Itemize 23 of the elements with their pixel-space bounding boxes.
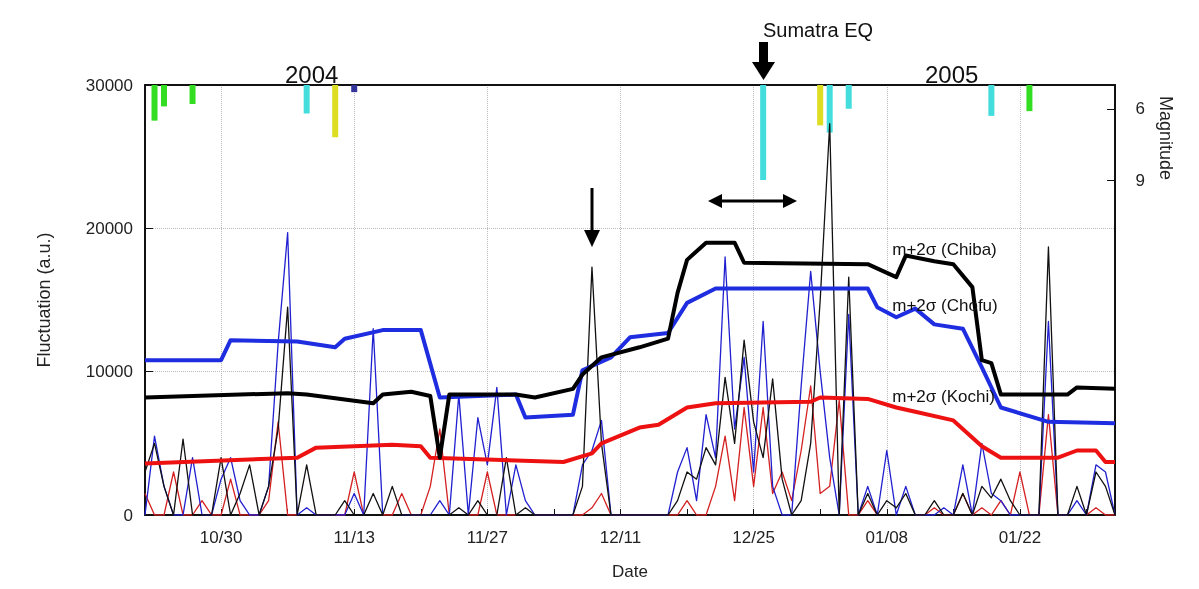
x-axis-title: Date	[612, 562, 648, 581]
y2-tick-label: 6	[1135, 99, 1145, 119]
y-tick-label: 30000	[85, 75, 133, 95]
x-tick-label: 11/13	[333, 528, 375, 547]
x-tick-label: 12/11	[599, 528, 642, 547]
line-series	[143, 240, 1117, 460]
series-label: m+2σ (Chiba)	[892, 240, 997, 260]
y-axis-title: Fluctuation (a.u.)	[34, 232, 54, 368]
y-tick-label: 10000	[85, 362, 133, 382]
y-tick-label: 20000	[85, 218, 133, 238]
x-tick-label: 12/25	[732, 528, 775, 547]
y2-tick-label: 9	[1135, 170, 1145, 190]
annotation: 2005	[925, 60, 979, 88]
x-tick-label: 01/08	[865, 528, 909, 547]
text: Sumatra EQ	[763, 19, 874, 41]
y-tick-label: 0	[123, 505, 133, 525]
y2-axis-title: Magnitude	[1156, 96, 1176, 181]
line-series	[143, 286, 1117, 426]
annotation: 2004	[285, 60, 339, 88]
series-label: m+2σ (Kochi)	[892, 386, 995, 406]
x-tick-label: 10/30	[199, 528, 243, 547]
x-tick-label: 01/22	[998, 528, 1042, 547]
x-tick-label: 11/27	[466, 528, 508, 547]
